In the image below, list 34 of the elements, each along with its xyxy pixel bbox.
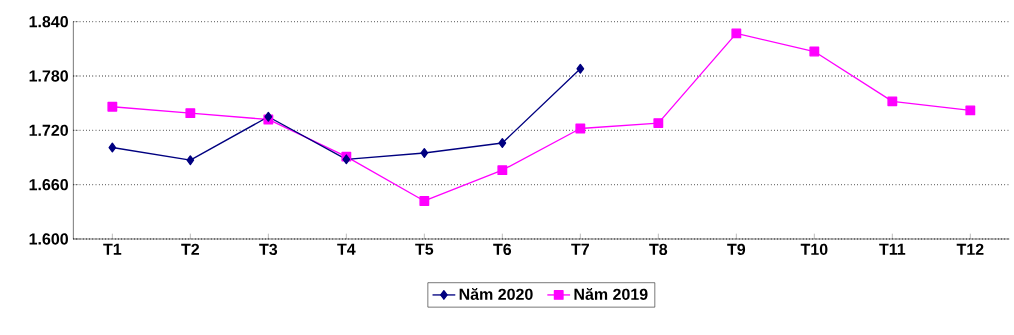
x-tick-label: T6 xyxy=(493,243,512,256)
point xyxy=(809,46,820,57)
x-tick-label: T12 xyxy=(956,243,984,255)
legend-label: Năm 2020 xyxy=(459,288,533,300)
x-tick-label: T10 xyxy=(800,243,828,256)
point xyxy=(498,138,507,148)
point xyxy=(576,63,585,74)
y-tick-label: 1.840 xyxy=(29,16,68,28)
y-tick-label: 1.600 xyxy=(29,233,68,245)
x-tick-label: T1 xyxy=(103,243,122,255)
point xyxy=(420,148,429,158)
point xyxy=(108,142,117,153)
x-tick-label: T8 xyxy=(649,243,668,256)
point xyxy=(731,28,742,39)
point xyxy=(107,101,118,112)
y-tick-label: 1.780 xyxy=(29,70,68,82)
x-tick-label: T4 xyxy=(337,243,356,255)
y-tick-label: 1.720 xyxy=(29,124,68,136)
x-tick-label: T11 xyxy=(879,243,906,255)
point xyxy=(419,196,430,206)
point xyxy=(185,108,196,119)
point xyxy=(575,123,586,134)
x-tick-label: T9 xyxy=(727,243,746,256)
point xyxy=(186,155,195,166)
point xyxy=(653,118,664,129)
point xyxy=(965,105,976,116)
legend-label: Năm 2019 xyxy=(574,288,648,300)
point xyxy=(887,96,898,107)
x-tick-label: T7 xyxy=(571,243,589,255)
point xyxy=(497,165,508,176)
x-tick-label: T5 xyxy=(415,243,434,255)
y-tick-label: 1.660 xyxy=(29,179,68,191)
x-tick-label: T2 xyxy=(181,243,200,255)
x-tick-label: T3 xyxy=(259,243,278,256)
